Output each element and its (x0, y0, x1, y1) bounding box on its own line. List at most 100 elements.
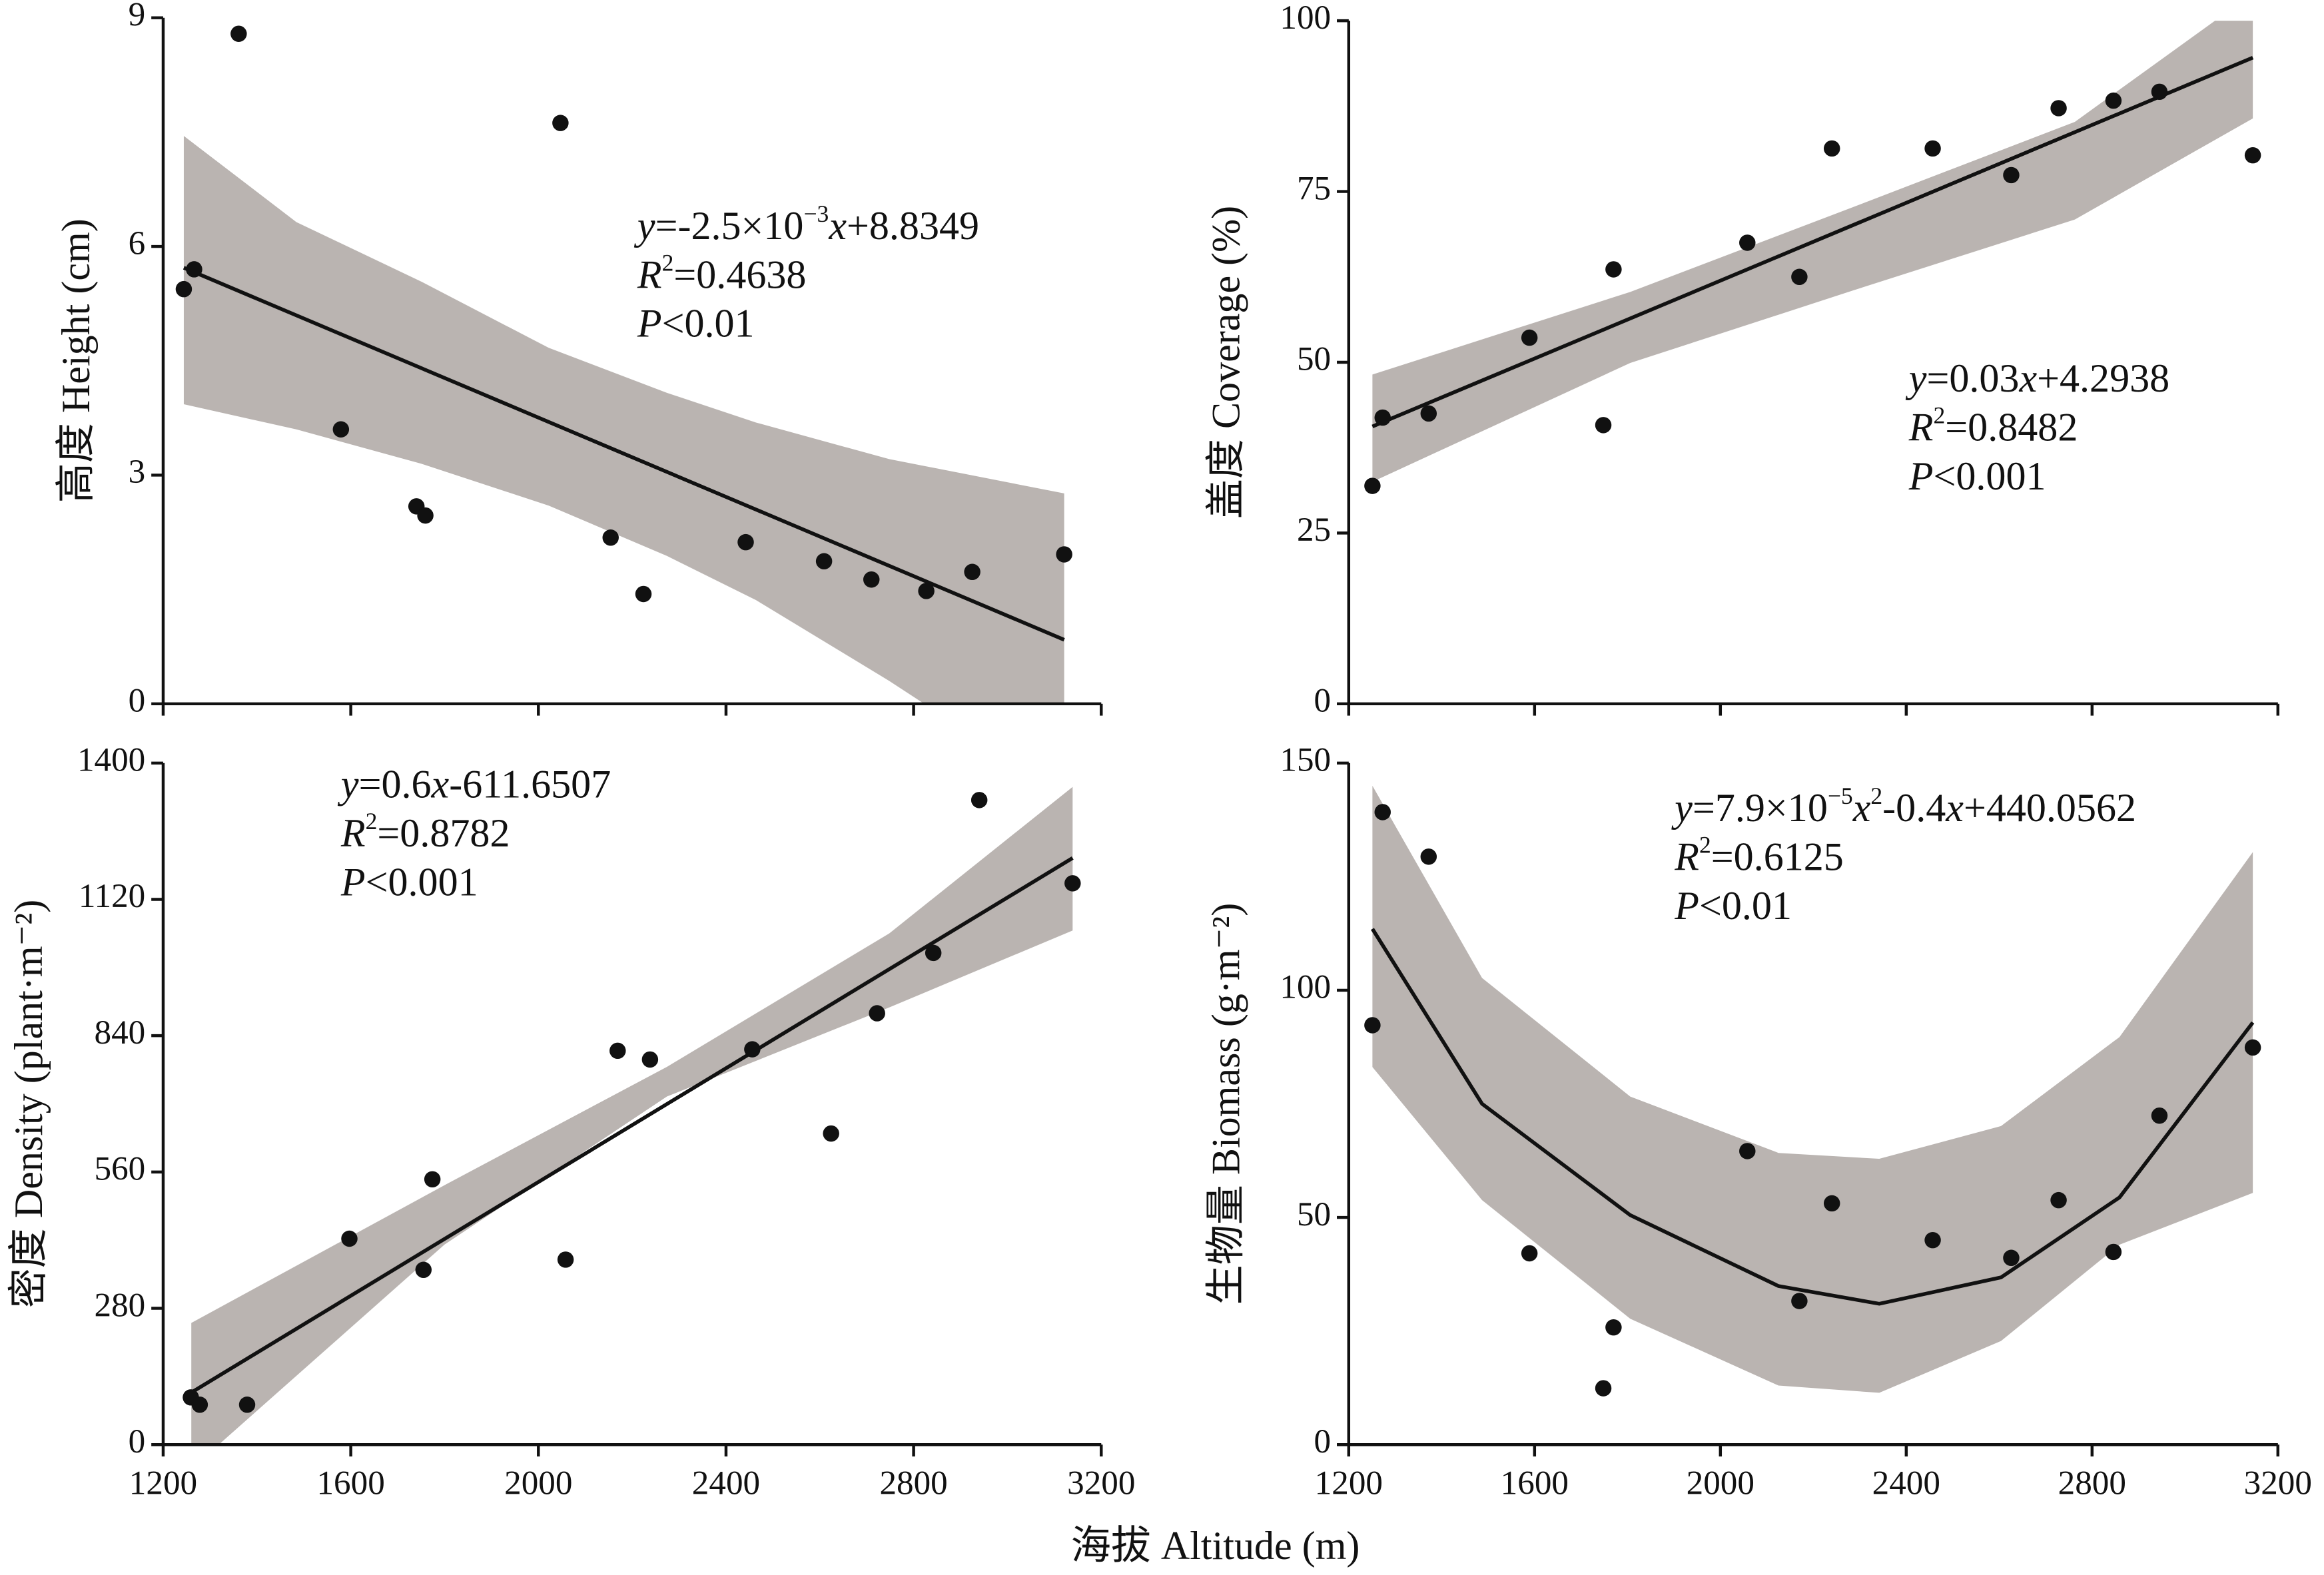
data-point (925, 944, 942, 962)
y-tick-label: 1120 (79, 877, 145, 915)
fit-line (1371, 55, 2254, 428)
annotation-text: -0.4 (1882, 785, 1946, 830)
data-point (186, 261, 202, 278)
y-tick-label: 25 (1297, 511, 1331, 549)
annotation-text: P (340, 859, 366, 904)
data-point (737, 533, 754, 551)
data-point (230, 25, 247, 42)
data-point (815, 553, 833, 570)
annotation-text: =0.8482 (1945, 404, 2078, 449)
data-point (1056, 546, 1072, 563)
y-axis-label: 盖度 Coverage (%) (1204, 206, 1248, 519)
annotation-line: P<0.01 (1674, 883, 1792, 928)
data-point (1823, 140, 1840, 157)
annotation-text: x (1852, 785, 1871, 830)
data-point (2105, 92, 2122, 109)
data-point (1823, 1195, 1840, 1212)
annotation-text: R (340, 810, 366, 855)
y-tick-label: 560 (95, 1150, 146, 1188)
data-point (1924, 1231, 1941, 1249)
annotation-text: =0.6 (359, 761, 432, 806)
data-point (2050, 1191, 2067, 1209)
y-tick-label: 9 (129, 0, 146, 33)
plot-area (1371, 21, 2254, 482)
data-point (332, 421, 350, 438)
data-point (609, 1042, 626, 1060)
annotation-text: <0.01 (1699, 883, 1792, 928)
fit-line (183, 266, 1065, 642)
y-tick-label: 150 (1280, 741, 1331, 779)
confidence-band (1372, 21, 2253, 482)
y-axis-label: 密度 Density (plant·m⁻²) (6, 900, 51, 1309)
fit-line (1371, 928, 2255, 1306)
data-point (869, 1005, 885, 1022)
y-tick-label: 0 (1314, 682, 1332, 720)
annotation-text: 2 (366, 808, 378, 834)
annotation-line: y=0.6x-611.6507 (337, 761, 611, 806)
y-tick-label: 75 (1297, 169, 1331, 207)
plot-area (183, 136, 1065, 704)
data-point (2105, 1243, 2122, 1261)
data-point (417, 507, 434, 524)
annotation-text: =-2.5×10 (655, 203, 804, 248)
data-point (1605, 261, 1622, 278)
data-point (2244, 147, 2261, 164)
plot-area (190, 787, 1074, 1445)
x-tick-label: 1600 (1501, 1464, 1569, 1502)
x-tick-label: 3200 (1067, 1464, 1135, 1502)
y-tick-label: 280 (95, 1286, 146, 1324)
data-point (238, 1397, 256, 1413)
data-point (1064, 875, 1081, 892)
data-point (970, 792, 988, 808)
data-point (191, 1397, 208, 1413)
data-point (635, 585, 652, 603)
y-tick-label: 100 (1280, 0, 1331, 37)
data-point (2151, 1107, 2168, 1124)
data-point (2050, 100, 2067, 117)
y-tick-label: 840 (95, 1014, 146, 1052)
annotation-line: P<0.001 (1908, 454, 2046, 498)
x-tick-label: 1600 (316, 1464, 384, 1502)
confidence-band (191, 787, 1073, 1445)
data-point (2003, 1249, 2020, 1267)
annotation-text: +8.8349 (847, 203, 979, 248)
fit-line (190, 856, 1074, 1395)
y-tick-label: 50 (1297, 1195, 1331, 1233)
annotation-text: =0.4638 (673, 252, 806, 296)
data-point (1374, 804, 1391, 820)
x-tick-label: 2000 (504, 1464, 572, 1502)
data-point (1739, 1143, 1756, 1159)
data-point (964, 563, 980, 581)
annotation-text: 2 (1870, 783, 1882, 809)
x-tick-label: 2400 (692, 1464, 760, 1502)
annotation-text: R (1908, 404, 1934, 449)
data-point (1739, 234, 1756, 251)
data-point (1595, 417, 1612, 434)
data-point (2244, 1039, 2261, 1056)
annotation-text: y (1671, 785, 1693, 830)
y-tick-label: 100 (1280, 968, 1331, 1006)
annotation-line: P<0.01 (637, 300, 755, 345)
annotation-text: R (1674, 834, 1699, 878)
data-point (2151, 83, 2168, 101)
data-point (641, 1051, 659, 1068)
data-point (424, 1171, 441, 1188)
panel: 0 50 100 150 1200 1600 2000 2400 2800 3200 生物量 Bio… (1204, 741, 2312, 1502)
data-point (1605, 1319, 1622, 1336)
annotation-line: R2=0.8782 (340, 808, 510, 855)
annotation-text: x (2018, 356, 2037, 400)
data-point (1364, 1017, 1381, 1034)
x-tick-label: 2000 (1687, 1464, 1754, 1502)
x-tick-label: 2400 (1872, 1464, 1940, 1502)
annotation-line: R2=0.4638 (637, 249, 807, 296)
data-point (863, 571, 880, 588)
x-tick-label: 3200 (2244, 1464, 2312, 1502)
annotation-text: P (1674, 883, 1699, 928)
y-tick-label: 3 (129, 453, 146, 491)
x-axis-label: 海拔 Altitude (m) (1071, 1523, 1360, 1568)
data-point (341, 1230, 358, 1247)
annotation-text: -611.6507 (449, 761, 611, 806)
